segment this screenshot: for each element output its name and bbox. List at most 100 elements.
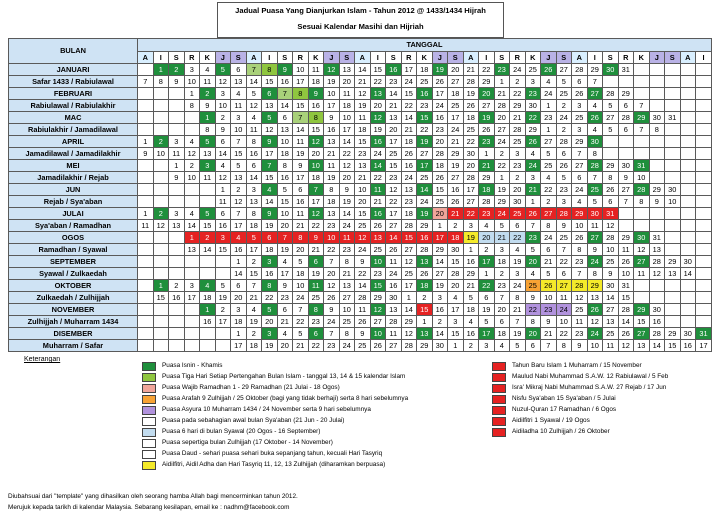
hijri-month-label: Ramadhan / Syawal (8, 243, 138, 256)
date-cell: 6 (276, 303, 293, 316)
date-cell: 11 (245, 123, 262, 136)
date-cell (214, 327, 231, 340)
date-cell (695, 159, 712, 172)
date-cell (152, 171, 169, 184)
date-cell: 10 (307, 159, 324, 172)
date-cell (183, 255, 200, 268)
tanggal-header: TANGGAL (137, 38, 712, 52)
gregorian-month-label: JANUARI (8, 63, 138, 76)
date-cell: 16 (307, 99, 324, 112)
date-cell: 29 (478, 75, 495, 88)
date-cell: 29 (617, 87, 634, 100)
date-cell: 19 (493, 183, 510, 196)
date-cell: 9 (323, 303, 340, 316)
date-cell: 11 (214, 195, 231, 208)
date-cell: 22 (509, 87, 526, 100)
date-cell: 22 (540, 183, 557, 196)
date-cell: 28 (617, 111, 634, 124)
date-cell: 12 (183, 147, 200, 160)
date-cell: 7 (245, 279, 262, 292)
date-cell: 20 (307, 147, 324, 160)
date-cell (183, 303, 200, 316)
date-cell: 12 (633, 243, 650, 256)
date-cell (679, 147, 696, 160)
date-cell (137, 303, 154, 316)
date-cell: 6 (493, 315, 510, 328)
date-cell: 21 (509, 111, 526, 124)
date-cell: 7 (276, 231, 293, 244)
date-cell: 30 (679, 327, 696, 340)
date-cell: 10 (540, 291, 557, 304)
date-cell: 25 (416, 75, 433, 88)
date-cell: 4 (571, 195, 588, 208)
date-cell (633, 87, 650, 100)
date-cell: 10 (323, 231, 340, 244)
date-cell: 25 (524, 63, 541, 76)
date-cell: 18 (323, 195, 340, 208)
date-cell: 14 (199, 243, 216, 256)
legend-label: Maulud Nabi Muhammad S.A.W. 12 Rabiulawa… (512, 373, 669, 380)
date-cell: 17 (214, 315, 231, 328)
date-cell: 6 (571, 75, 588, 88)
date-cell: 26 (524, 207, 541, 220)
date-cell: 12 (400, 327, 417, 340)
date-cell (137, 291, 154, 304)
date-cell: 3 (261, 255, 278, 268)
date-cell (152, 111, 169, 124)
day-letter: A (137, 51, 154, 64)
date-cell: 13 (602, 315, 619, 328)
date-cell: 22 (369, 75, 386, 88)
date-cell: 14 (431, 327, 448, 340)
date-cell: 28 (648, 327, 665, 340)
date-cell: 11 (602, 339, 619, 352)
date-cell (617, 135, 634, 148)
date-cell: 23 (524, 231, 541, 244)
date-cell: 6 (555, 267, 572, 280)
date-cell: 28 (400, 339, 417, 352)
day-letter: A (571, 51, 588, 64)
date-cell: 28 (586, 159, 603, 172)
bulan-header: BULAN (8, 38, 138, 64)
date-cell: 12 (214, 171, 231, 184)
date-cell: 16 (245, 147, 262, 160)
date-cell: 10 (323, 87, 340, 100)
date-cell: 11 (354, 111, 371, 124)
date-cell: 30 (602, 279, 619, 292)
date-cell: 2 (152, 207, 169, 220)
date-cell: 5 (261, 303, 278, 316)
date-cell: 29 (571, 207, 588, 220)
date-cell: 9 (617, 171, 634, 184)
day-letter: K (307, 51, 324, 64)
date-cell: 23 (276, 291, 293, 304)
date-cell: 16 (168, 291, 185, 304)
legend-swatch (492, 395, 506, 404)
date-cell: 9 (602, 267, 619, 280)
date-cell (633, 75, 650, 88)
date-cell (199, 183, 216, 196)
date-cell: 1 (137, 135, 154, 148)
date-cell: 19 (214, 291, 231, 304)
date-cell: 9 (338, 183, 355, 196)
date-cell: 15 (431, 183, 448, 196)
date-cell: 28 (385, 315, 402, 328)
date-cell: 8 (602, 171, 619, 184)
date-cell: 24 (571, 183, 588, 196)
date-cell: 8 (276, 159, 293, 172)
date-cell: 19 (369, 123, 386, 136)
date-cell: 14 (400, 303, 417, 316)
date-cell: 21 (354, 75, 371, 88)
date-cell: 22 (369, 171, 386, 184)
date-cell: 4 (478, 219, 495, 232)
date-cell (137, 267, 154, 280)
date-cell: 18 (400, 135, 417, 148)
date-cell: 31 (695, 327, 712, 340)
date-cell: 11 (586, 219, 603, 232)
date-cell: 18 (493, 327, 510, 340)
date-cell: 13 (323, 207, 340, 220)
date-cell: 21 (400, 123, 417, 136)
date-cell: 18 (354, 123, 371, 136)
date-cell: 29 (369, 291, 386, 304)
date-cell: 7 (571, 267, 588, 280)
date-cell: 15 (664, 339, 681, 352)
date-cell (664, 123, 681, 136)
